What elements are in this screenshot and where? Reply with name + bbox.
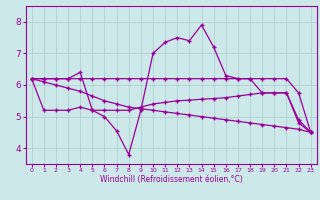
- X-axis label: Windchill (Refroidissement éolien,°C): Windchill (Refroidissement éolien,°C): [100, 175, 243, 184]
